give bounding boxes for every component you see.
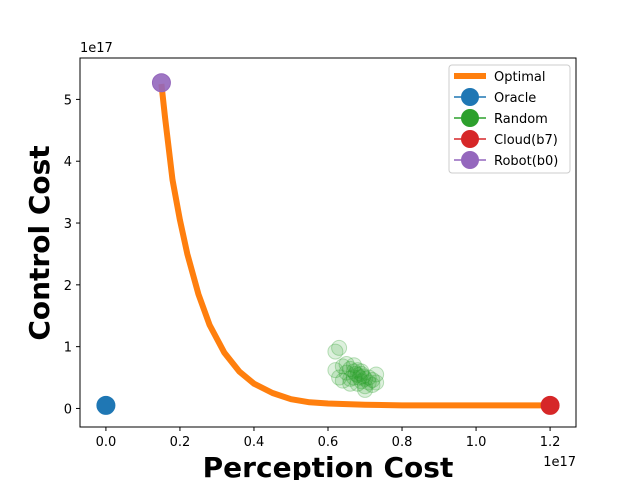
y-tick-label: 5: [64, 93, 72, 108]
x-axis: 0.0 0.2 0.4 0.6 0.8 1.0 1.2: [96, 427, 561, 450]
plot-area: [96, 73, 560, 415]
random-point: [349, 367, 366, 384]
random-point: [342, 360, 359, 377]
legend-label-oracle: Oracle: [494, 91, 536, 106]
x-tick-label: 1.0: [466, 435, 487, 450]
y-tick-label: 2: [64, 279, 72, 294]
y-tick-label: 1: [64, 341, 72, 356]
legend: Optimal Oracle Random Cloud(b7) Robot(b0): [448, 64, 571, 174]
oracle-point: [96, 395, 116, 415]
random-point: [345, 357, 362, 374]
random-point: [345, 369, 362, 386]
legend-swatch-cloud-b7: [461, 130, 479, 148]
random-point: [349, 362, 366, 379]
y-scale-label: 1e17: [80, 41, 113, 56]
random-point: [327, 343, 344, 360]
random-point: [357, 370, 374, 387]
legend-swatch-random: [461, 109, 479, 127]
x-tick-label: 0.6: [318, 435, 339, 450]
random-point: [331, 369, 348, 386]
random-point: [360, 369, 377, 386]
y-tick-label: 3: [64, 217, 72, 232]
x-tick-label: 1.2: [540, 435, 561, 450]
x-tick-label: 0.4: [244, 435, 265, 450]
x-tick-label: 0.2: [170, 435, 191, 450]
robot-b0-point: [151, 73, 171, 93]
x-axis-title: Perception Cost: [203, 451, 454, 480]
random-point: [355, 368, 372, 385]
y-axis-title: Control Cost: [23, 145, 56, 340]
random-point: [338, 355, 355, 372]
y-tick-label: 0: [64, 402, 72, 417]
legend-swatch-robot-b0: [461, 151, 479, 169]
random-point: [342, 370, 359, 387]
x-tick-label: 0.0: [96, 435, 117, 450]
cloud-b7-point: [540, 395, 560, 415]
random-point: [368, 374, 385, 391]
random-point: [357, 381, 374, 398]
random-point: [334, 372, 351, 389]
legend-label-robot-b0: Robot(b0): [494, 154, 558, 169]
random-point: [331, 339, 348, 356]
random-point: [345, 363, 362, 380]
legend-label-random: Random: [494, 112, 548, 127]
random-point: [353, 363, 370, 380]
y-tick-label: 4: [64, 155, 72, 170]
random-point: [353, 365, 370, 382]
random-point: [347, 365, 364, 382]
random-point: [360, 374, 377, 391]
legend-frame: [448, 64, 571, 174]
random-point: [327, 362, 344, 379]
x-scale-label: 1e17: [543, 455, 576, 470]
y-axis: 0 1 2 3 4 5: [64, 93, 80, 417]
legend-label-optimal: Optimal: [494, 70, 545, 85]
random-point: [353, 373, 370, 390]
optimal-curve: [158, 83, 551, 409]
random-point: [364, 376, 381, 393]
random-point: [342, 375, 359, 392]
random-point: [368, 366, 385, 383]
random-point: [334, 358, 351, 375]
random-point: [357, 378, 374, 395]
random-point: [349, 375, 366, 392]
random-point: [364, 372, 381, 389]
legend-label-cloud-b7: Cloud(b7): [494, 133, 558, 148]
random-point: [351, 369, 368, 386]
legend-swatch-oracle: [461, 88, 479, 106]
random-point: [338, 364, 355, 381]
x-tick-label: 0.8: [392, 435, 413, 450]
